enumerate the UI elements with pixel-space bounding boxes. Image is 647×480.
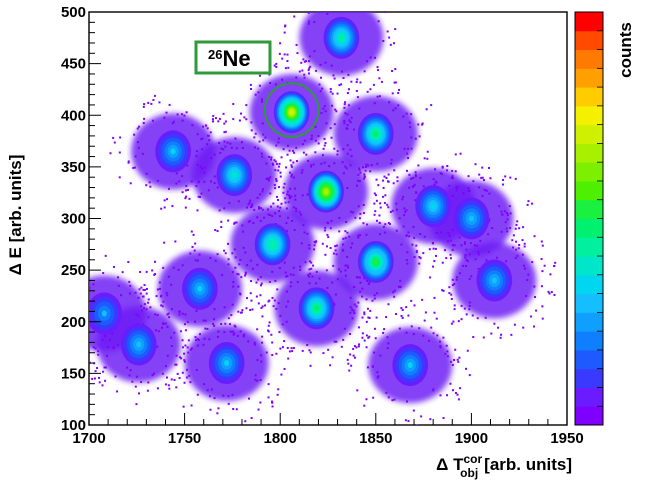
isotope-blob	[89, 292, 123, 335]
isotope-blob	[453, 197, 490, 240]
colorbar-segment	[575, 331, 603, 351]
x-axis-symbol: Δ T	[436, 455, 464, 474]
annotation-element: Ne	[222, 46, 250, 71]
y-tick-labels: 100 150 200 250 300 350 400 450 500	[61, 4, 86, 434]
colorbar-segment	[575, 406, 603, 426]
colorbar-segment	[575, 30, 603, 51]
isotope-blob	[323, 16, 360, 59]
isotope-blob	[155, 130, 191, 173]
axis-ticks	[88, 11, 568, 426]
isotope-blob	[182, 267, 218, 310]
isotope-annotation: 26Ne	[194, 40, 272, 75]
colorbar-segment	[575, 124, 603, 144]
colorbar-segment	[575, 387, 603, 407]
colorbar-segment	[575, 218, 603, 238]
x-tick-label: 1800	[264, 430, 297, 447]
isotope-blob	[357, 240, 394, 283]
y-tick-label: 500	[61, 4, 86, 21]
svg-text:26Ne: 26Ne	[208, 46, 251, 71]
isotope-blob	[273, 91, 310, 134]
x-tick-label: 1950	[550, 430, 583, 447]
colorbar-segment	[575, 162, 603, 182]
colorbar-segment	[575, 87, 603, 107]
annotation-box	[194, 40, 272, 75]
annotation-circle	[263, 82, 320, 138]
colorbar-segment	[575, 105, 603, 126]
isotope-blob	[298, 287, 335, 330]
y-tick-label: 250	[61, 262, 86, 279]
isotope-blob	[216, 154, 253, 197]
x-tick-label: 1850	[359, 430, 392, 447]
y-tick-label: 400	[61, 107, 86, 124]
x-tick-label: 1700	[72, 430, 105, 447]
colorbar-segment	[575, 349, 603, 370]
y-tick-label: 300	[61, 211, 86, 228]
x-axis-title: Δ Tcor obj [arb. units]	[436, 452, 572, 480]
colorbar-segment	[575, 12, 603, 32]
x-tick-labels: 1700 1750 1800 1850 1900 1950	[72, 430, 583, 447]
y-tick-label: 450	[61, 56, 86, 73]
colorbar-segment	[575, 180, 603, 201]
colorbar	[575, 12, 603, 426]
x-axis-sub: obj	[460, 466, 478, 480]
isotope-blob	[357, 112, 394, 155]
colorbar-segment	[575, 68, 603, 88]
y-tick-label: 200	[61, 314, 86, 331]
colorbar-label: counts	[616, 22, 635, 78]
colorbar-segment	[575, 312, 603, 332]
y-axis-title: Δ E [arb. units]	[6, 155, 25, 276]
x-axis-units: [arb. units]	[484, 455, 572, 474]
colorbar-frame	[574, 11, 604, 426]
x-axis-sup: cor	[463, 452, 482, 466]
colorbar-segment	[575, 49, 603, 69]
x-tick-label: 1750	[168, 430, 201, 447]
isotope-blob	[254, 223, 291, 266]
heatmap-layer	[89, 12, 557, 425]
isotope-blob	[208, 342, 245, 385]
colorbar-segment	[575, 274, 603, 295]
isotope-blob	[120, 323, 157, 366]
isotope-blob	[308, 170, 344, 213]
colorbar-segment	[575, 143, 603, 163]
y-tick-label: 100	[61, 417, 86, 434]
isotope-blob	[476, 259, 513, 302]
colorbar-segment	[575, 199, 603, 219]
colorbar-segment	[575, 368, 603, 388]
annotation-mass-number: 26	[208, 47, 222, 62]
colorbar-segment	[575, 293, 603, 313]
isotope-blob	[415, 185, 452, 228]
colorbar-segment	[575, 256, 603, 276]
y-tick-label: 150	[61, 365, 86, 382]
x-tick-label: 1900	[455, 430, 488, 447]
isotope-blob	[392, 344, 429, 387]
y-tick-label: 350	[61, 159, 86, 176]
colorbar-segment	[575, 237, 603, 257]
